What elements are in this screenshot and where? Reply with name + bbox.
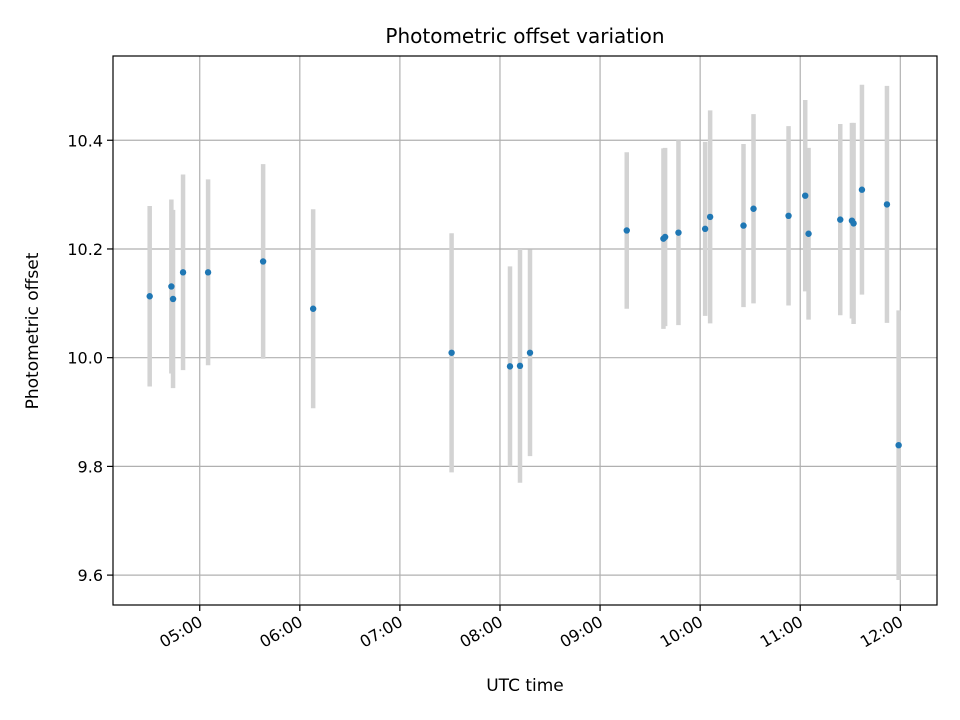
data-point — [169, 295, 177, 303]
data-point — [802, 192, 809, 199]
data-point — [895, 441, 902, 449]
data-point — [701, 225, 709, 233]
x-tick-label: 11:00 — [757, 612, 806, 652]
data-point — [448, 349, 455, 356]
data-point — [168, 283, 175, 290]
chart-title: Photometric offset variation — [385, 24, 664, 48]
data-point — [526, 349, 534, 356]
x-tick-labels: 05:00 06:00 07:00 08:00 09:00 10:00 11:00 12:00 — [156, 612, 906, 652]
data-point — [516, 362, 524, 370]
y-tick-label: 9.6 — [78, 566, 103, 585]
data-point — [661, 233, 669, 241]
data-point — [204, 269, 212, 276]
y-tick-label: 10.2 — [67, 240, 103, 259]
data-point — [146, 293, 153, 300]
data-point — [850, 220, 857, 227]
plot-area — [113, 56, 937, 605]
x-tick-label: 08:00 — [457, 612, 506, 652]
grid-lines — [113, 56, 937, 605]
data-point — [805, 230, 812, 237]
x-tick-label: 09:00 — [557, 612, 606, 652]
data-point — [750, 205, 757, 212]
y-axis-label: Photometric offset — [23, 252, 43, 409]
y-tick-label: 10.4 — [67, 131, 103, 150]
x-tick-label: 10:00 — [657, 612, 706, 652]
data-point — [309, 305, 317, 312]
data-point — [259, 258, 267, 265]
plot-frame — [112, 55, 938, 606]
data-point — [883, 201, 891, 208]
data-point — [623, 227, 630, 234]
data-point — [706, 213, 714, 221]
x-tick-label: 12:00 — [857, 612, 906, 652]
data-points — [146, 186, 902, 449]
axis-ticks — [107, 139, 901, 611]
x-tick-label: 06:00 — [256, 612, 305, 652]
x-tick-label: 05:00 — [156, 612, 205, 652]
data-point — [740, 222, 747, 229]
data-point — [179, 269, 187, 276]
data-point — [858, 186, 866, 193]
x-axis-label: UTC time — [486, 676, 564, 696]
data-point — [675, 229, 682, 236]
x-tick-label: 07:00 — [356, 612, 405, 652]
y-tick-label: 9.8 — [78, 457, 103, 476]
data-point — [837, 216, 844, 223]
data-point — [506, 363, 514, 370]
data-point — [785, 212, 792, 220]
y-tick-labels: 9.6 9.8 10.0 10.2 10.4 — [67, 131, 103, 585]
y-tick-label: 10.0 — [67, 349, 103, 368]
